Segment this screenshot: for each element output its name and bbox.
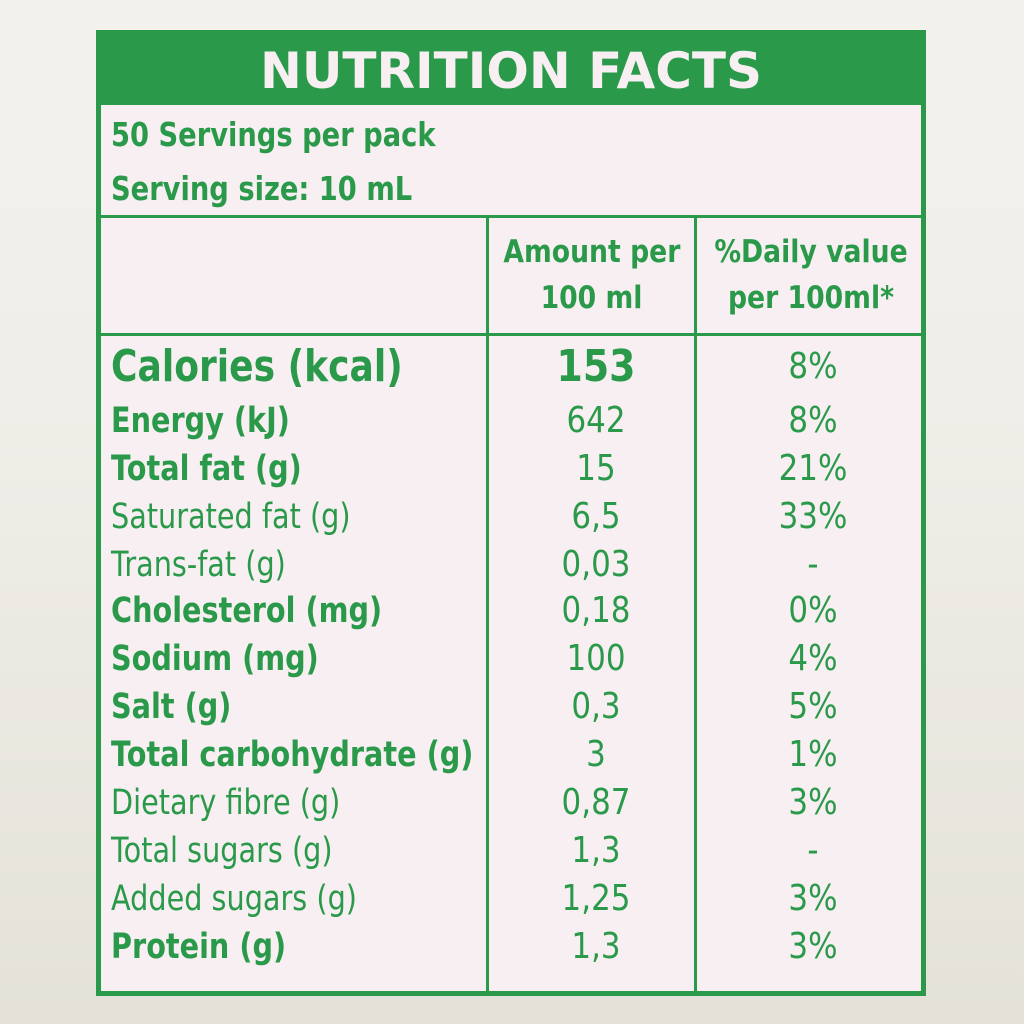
nutrient-amount: 100 (566, 638, 626, 679)
nutrient-amount: 153 (556, 341, 636, 392)
nutrient-daily-value: - (807, 830, 819, 871)
nutrient-amount: 1,3 (571, 926, 621, 967)
label-title: NUTRITION FACTS (101, 35, 921, 105)
nutrient-name: Trans-fat (g) (111, 545, 286, 585)
nutrient-daily-value: 3% (788, 782, 838, 823)
nutrient-row: Total carbohydrate (g) 3 1% (101, 731, 921, 779)
nutrient-row: Total fat (g) 15 21% (101, 445, 921, 493)
nutrient-name: Sodium (mg) (111, 639, 319, 679)
nutrient-daily-value: 8% (788, 346, 838, 387)
nutrient-name: Total sugars (g) (111, 831, 333, 871)
nutrient-daily-value: 3% (788, 926, 838, 967)
column-divider-right-body (694, 335, 697, 991)
nutrient-name: Protein (g) (111, 927, 287, 967)
nutrient-amount: 3 (586, 734, 606, 775)
nutrient-daily-value: - (807, 544, 819, 585)
divider-header (101, 333, 921, 336)
nutrient-amount: 0,03 (561, 544, 631, 585)
column-divider-left-body (486, 335, 489, 991)
nutrient-row: Total sugars (g) 1,3 - (101, 827, 921, 875)
nutrient-amount: 642 (566, 400, 626, 441)
nutrient-daily-value: 21% (778, 448, 848, 489)
column-divider-right (694, 215, 697, 335)
nutrient-row: Saturated fat (g) 6,5 33% (101, 493, 921, 541)
nutrient-amount: 1,3 (571, 830, 621, 871)
amount-header: Amount per 100 ml (503, 229, 681, 321)
nutrient-name: Total fat (g) (111, 449, 302, 489)
nutrient-daily-value: 4% (788, 638, 838, 679)
nutrient-row: Calories (kcal) 153 8% (101, 343, 921, 391)
nutrient-row: Protein (g) 1,3 3% (101, 923, 921, 971)
nutrient-daily-value: 1% (788, 734, 838, 775)
nutrient-row: Trans-fat (g) 0,03 - (101, 541, 921, 589)
servings-per-pack: 50 Servings per pack (111, 115, 436, 154)
nutrition-label: NUTRITION FACTS 50 Servings per pack Ser… (96, 30, 926, 996)
nutrient-amount: 1,25 (561, 878, 631, 919)
nutrient-name: Saturated fat (g) (111, 497, 351, 537)
nutrient-name: Added sugars (g) (111, 879, 357, 919)
nutrient-name: Total carbohydrate (g) (111, 735, 474, 775)
nutrient-row: Added sugars (g) 1,25 3% (101, 875, 921, 923)
nutrient-daily-value: 3% (788, 878, 838, 919)
nutrient-row: Energy (kJ) 642 8% (101, 397, 921, 445)
nutrient-row: Cholesterol (mg) 0,18 0% (101, 587, 921, 635)
daily-value-header-line1: %Daily value (714, 234, 908, 270)
serving-size: Serving size: 10 mL (111, 169, 413, 208)
nutrient-name: Calories (kcal) (111, 341, 403, 392)
nutrient-row: Dietary fibre (g) 0,87 3% (101, 779, 921, 827)
nutrient-daily-value: 5% (788, 686, 838, 727)
amount-header-line2: 100 ml (540, 280, 643, 316)
daily-value-header: %Daily value per 100ml* (713, 229, 909, 321)
nutrient-daily-value: 0% (788, 590, 838, 631)
nutrient-amount: 0,87 (561, 782, 631, 823)
nutrient-amount: 0,18 (561, 590, 631, 631)
daily-value-header-line2: per 100ml* (727, 280, 895, 316)
nutrient-daily-value: 33% (778, 496, 848, 537)
nutrient-name: Energy (kJ) (111, 401, 290, 441)
column-divider-left (486, 215, 489, 335)
nutrient-amount: 6,5 (571, 496, 621, 537)
nutrient-amount: 0,3 (571, 686, 621, 727)
nutrient-name: Cholesterol (mg) (111, 591, 383, 631)
nutrient-name: Dietary fibre (g) (111, 783, 341, 823)
nutrient-amount: 15 (576, 448, 616, 489)
divider-top (101, 215, 921, 218)
nutrient-daily-value: 8% (788, 400, 838, 441)
nutrient-row: Salt (g) 0,3 5% (101, 683, 921, 731)
nutrient-name: Salt (g) (111, 687, 232, 727)
nutrient-row: Sodium (mg) 100 4% (101, 635, 921, 683)
amount-header-line1: Amount per (503, 234, 681, 270)
